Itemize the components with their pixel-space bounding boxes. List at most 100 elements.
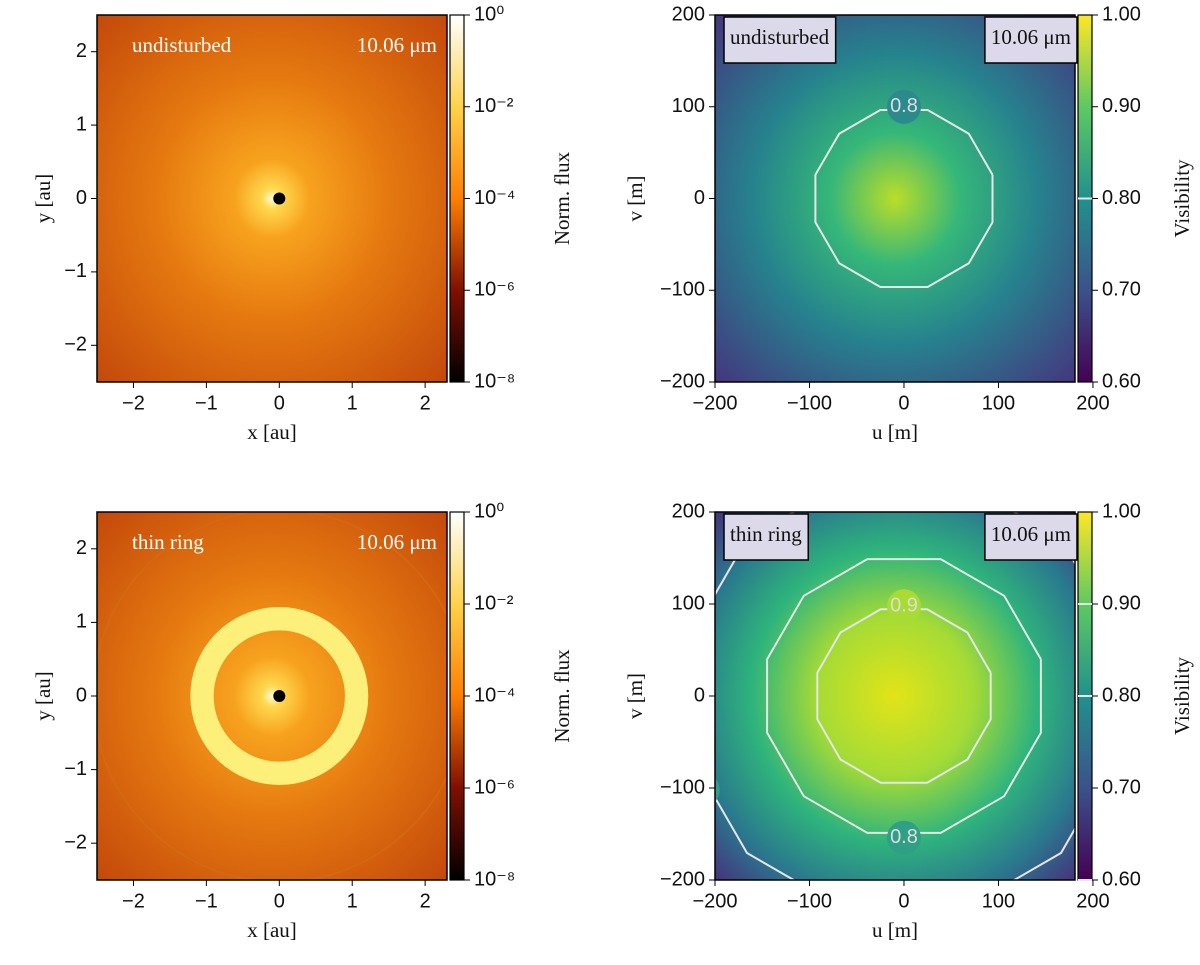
x-tick-label: −2 (122, 392, 145, 414)
contour-label-gap (886, 820, 921, 855)
colorbar-label: Norm. flux (550, 151, 574, 245)
colorbar-tick-label: 10⁻⁸ (474, 370, 515, 392)
x-tick-label: 200 (1076, 890, 1109, 912)
x-axis-label: u [m] (872, 918, 918, 942)
colorbar-tick-label: 10⁻⁴ (474, 684, 515, 706)
panel-label: undisturbed (132, 33, 232, 57)
x-tick-label: 100 (982, 890, 1015, 912)
x-tick-label: 200 (1076, 392, 1109, 414)
x-tick-label: 0 (274, 890, 285, 912)
ring (190, 607, 369, 785)
y-tick-label: 0 (76, 684, 87, 706)
y-axis-label: v [m] (623, 673, 647, 719)
x-tick-label: 0 (898, 890, 909, 912)
wavelength-label: 10.06 μm (357, 530, 437, 554)
colorbar-tick-label: 10⁻⁸ (474, 868, 515, 890)
panel: −2 −1 0 1 2 −2 −1 0 1 2 x [au] y [au] thin ring 10.06… (31, 500, 574, 942)
image: 0.8 (715, 15, 1075, 382)
contour-line (814, 109, 994, 288)
contour-line (766, 558, 1042, 834)
panel-label: thin ring (132, 530, 204, 554)
colorbar-tick-label: 10⁻⁶ (474, 776, 515, 798)
panel: 0.8 −200 −100 0 100 200 −200 −100 0 100 200 u [m] v … (623, 3, 1194, 444)
image (97, 15, 447, 382)
wavelength-label: 10.06 μm (991, 522, 1071, 546)
colorbar-tick-label: 0.60 (1102, 370, 1141, 392)
x-tick-label: 100 (982, 392, 1015, 414)
y-tick-label: −1 (64, 260, 87, 282)
star (273, 690, 286, 702)
contour-line (715, 512, 1075, 880)
y-axis-label: y [au] (31, 671, 55, 721)
colorbar-tick-label: 0.80 (1102, 187, 1141, 209)
y-tick-label: −2 (64, 831, 87, 853)
x-tick-label: 2 (420, 890, 431, 912)
x-axis-label: u [m] (872, 420, 918, 444)
x-tick-label: −200 (692, 392, 737, 414)
colorbar-tick-label: 1.00 (1102, 3, 1141, 25)
label-box (984, 513, 1078, 561)
contour-label: 0.8 (890, 826, 918, 848)
panel: −2 −1 0 1 2 −2 −1 0 1 2 x [au] y [au] undisturbed 10.… (31, 3, 574, 444)
x-tick-label: 0 (898, 392, 909, 414)
colorbar (449, 14, 465, 383)
colorbar-tick-label: 0.60 (1102, 868, 1141, 890)
contour-label: 0.8 (890, 95, 918, 117)
x-tick-label: 2 (420, 392, 431, 414)
label-box (723, 16, 837, 64)
colorbar-tick-label: 10⁻⁶ (474, 279, 515, 301)
y-axis-label: y [au] (31, 174, 55, 224)
x-axis-label: x [au] (247, 420, 297, 444)
y-tick-label: 100 (672, 95, 705, 117)
y-tick-label: 2 (76, 40, 87, 62)
contour-line (816, 608, 992, 784)
panel-label: undisturbed (730, 25, 830, 49)
x-tick-label: −1 (195, 392, 218, 414)
contour-label-gap (886, 589, 921, 624)
contour-label: 0.6 (689, 778, 717, 800)
colorbar-tick-label: 1.00 (1102, 500, 1141, 522)
y-tick-label: 200 (672, 3, 705, 25)
colorbar-tick-label: 0.90 (1102, 592, 1141, 614)
colorbar-tick-label: 10⁰ (474, 3, 504, 25)
x-tick-label: −100 (787, 890, 832, 912)
contour-label: 0.9 (890, 595, 918, 617)
y-axis-label: v [m] (623, 175, 647, 221)
colorbar-tick-label: 0.90 (1102, 95, 1141, 117)
x-tick-label: 0 (274, 392, 285, 414)
image-background (715, 512, 1075, 880)
y-tick-label: 1 (76, 113, 87, 135)
colorbar-label: Visibility (1170, 656, 1194, 735)
contour-label-gap (715, 778, 720, 802)
colorbar-tick-label: 0.70 (1102, 279, 1141, 301)
y-tick-label: 2 (76, 537, 87, 559)
colorbar-tick-label: 10⁻⁴ (474, 187, 515, 209)
image: 0.6 0.8 0.9 (689, 512, 1075, 880)
x-tick-label: −100 (787, 392, 832, 414)
x-tick-label: −1 (195, 890, 218, 912)
panel-label: thin ring (730, 522, 802, 546)
image (97, 512, 447, 880)
colorbar-tick-label: 0.70 (1102, 776, 1141, 798)
contour-label-gap (886, 89, 921, 124)
colorbar-tick-label: 10⁻² (474, 592, 514, 614)
colorbar-label: Visibility (1170, 159, 1194, 238)
star (273, 192, 286, 205)
y-tick-label: 0 (76, 187, 87, 209)
y-tick-label: −100 (660, 279, 705, 301)
label-box (984, 16, 1078, 64)
y-tick-label: −200 (660, 370, 705, 392)
y-tick-label: 200 (672, 500, 705, 522)
panel: 0.6 0.8 0.9 −200 −100 0 100 200 −200 −100 0 100 200 u… (623, 500, 1194, 942)
colorbar-tick-label: 10⁻² (474, 95, 514, 117)
colorbar-tick-label: 10⁰ (474, 500, 504, 522)
y-tick-label: 100 (672, 592, 705, 614)
colorbar-tick-label: 0.80 (1102, 684, 1141, 706)
x-tick-label: −2 (122, 890, 145, 912)
y-tick-label: −200 (660, 868, 705, 890)
y-tick-label: −100 (660, 776, 705, 798)
x-tick-label: 1 (347, 392, 358, 414)
x-axis-label: x [au] (247, 918, 297, 942)
y-tick-label: −1 (64, 758, 87, 780)
